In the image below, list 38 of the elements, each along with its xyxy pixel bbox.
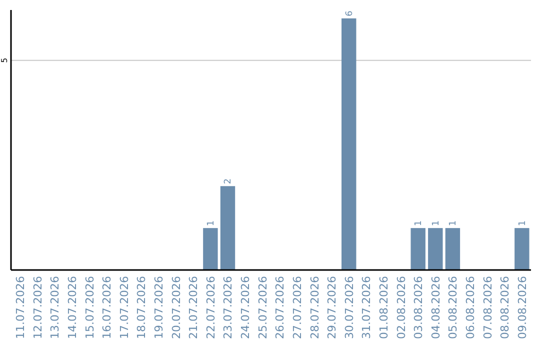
x-tick-label: 18.07.2026 <box>135 276 148 339</box>
x-tick-label: 17.07.2026 <box>118 276 131 339</box>
x-tick-label: 04.08.2026 <box>429 276 442 339</box>
data-label: 2 <box>224 178 234 184</box>
x-tick-label: 31.07.2026 <box>360 276 374 339</box>
x-tick-label: 19.07.2026 <box>152 276 166 339</box>
x-tick-label: 11.07.2026 <box>14 276 28 339</box>
x-tick-label: 20.07.2026 <box>170 276 183 339</box>
x-tick-label: 24.07.2026 <box>239 276 252 339</box>
x-tick-label: 02.08.2026 <box>394 276 408 339</box>
data-label: 1 <box>431 220 442 226</box>
x-tick-label: 08.08.2026 <box>498 276 512 339</box>
x-tick-label: 05.08.2026 <box>446 276 460 339</box>
x-tick-label: 13.07.2026 <box>48 276 62 339</box>
x-tick-label: 07.08.2026 <box>481 276 494 339</box>
x-tick-label: 22.07.2026 <box>204 276 218 339</box>
x-tick-label: 21.07.2026 <box>187 276 200 339</box>
x-tick-label: 09.08.2026 <box>516 276 529 339</box>
data-label: 1 <box>518 220 528 226</box>
x-tick-label: 16.07.2026 <box>100 276 114 339</box>
data-label: 6 <box>344 10 355 16</box>
x-tick-label: 29.07.2026 <box>326 276 339 339</box>
x-tick-label: 14.07.2026 <box>66 276 79 339</box>
x-tick-label: 23.07.2026 <box>222 276 235 339</box>
data-label: 1 <box>206 220 216 226</box>
x-tick-label: 01.08.2026 <box>377 276 390 339</box>
x-tick-label: 12.07.2026 <box>31 276 44 339</box>
x-tick-label: 03.08.2026 <box>412 276 426 339</box>
x-tick-label: 28.07.2026 <box>308 276 322 339</box>
x-tick-label: 26.07.2026 <box>274 276 287 339</box>
data-label: 1 <box>448 220 459 226</box>
y-tick-label: 5 <box>0 58 9 63</box>
x-tick-label: 27.07.2026 <box>290 276 304 339</box>
data-label: 1 <box>414 220 424 226</box>
x-tick-label: 30.07.2026 <box>342 276 356 339</box>
x-tick-label: 25.07.2026 <box>256 276 270 339</box>
x-tick-label: 15.07.2026 <box>83 276 96 339</box>
x-tick-label: 06.08.2026 <box>464 276 477 339</box>
